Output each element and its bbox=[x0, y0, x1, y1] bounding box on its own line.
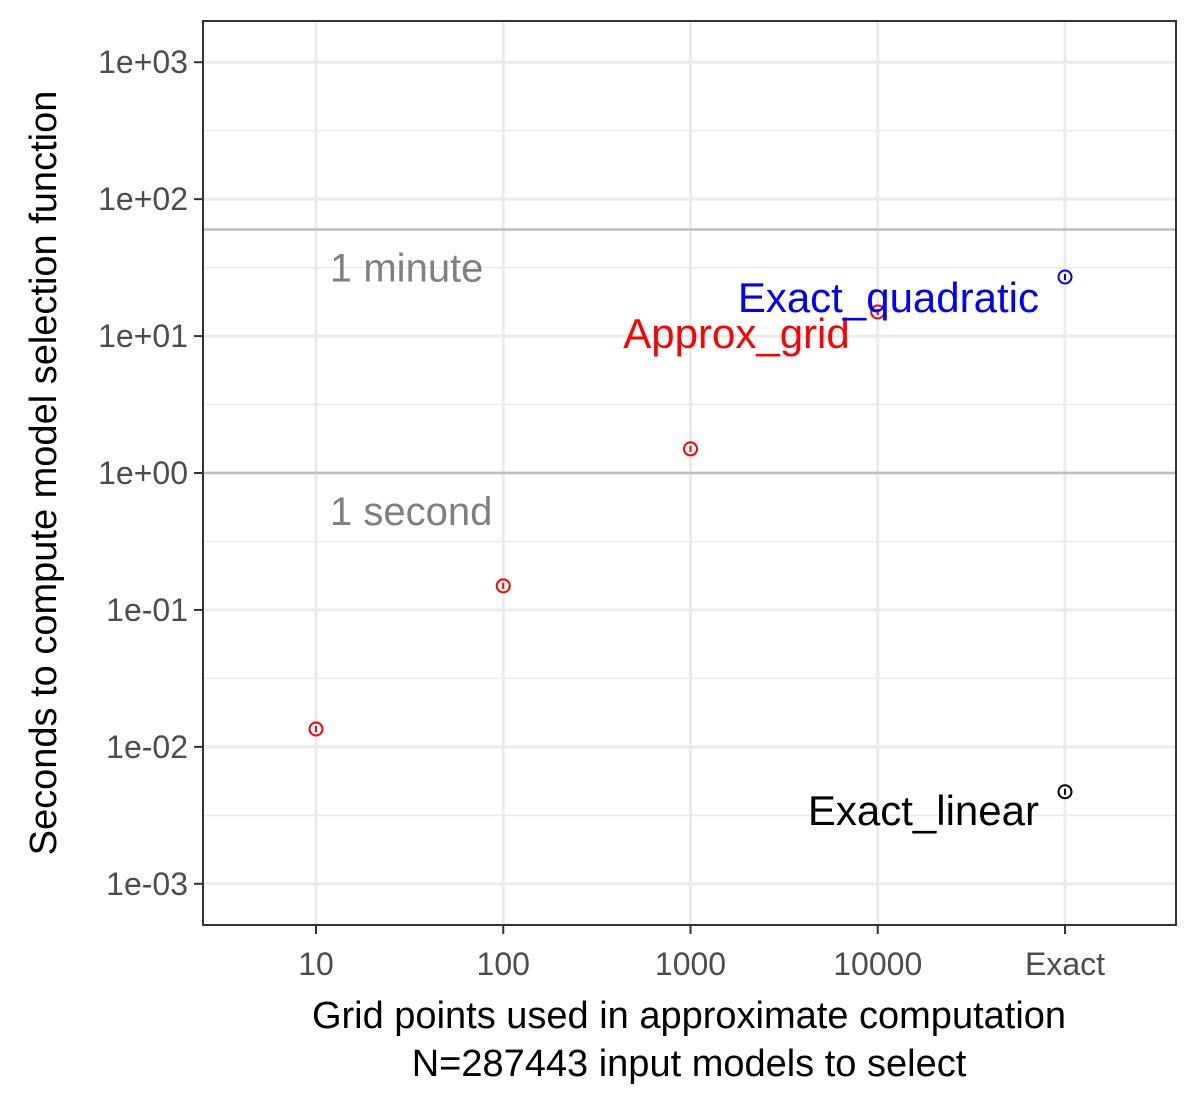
x-tick-label: 1000 bbox=[655, 946, 726, 982]
data-point bbox=[308, 721, 324, 737]
y-tick-label: 1e+00 bbox=[98, 455, 188, 491]
data-point bbox=[1057, 269, 1073, 285]
x-axis: 10 100 1000 10000 Exact bbox=[298, 925, 1105, 982]
point-marker bbox=[1057, 269, 1073, 285]
series-label: Approx_grid bbox=[623, 310, 849, 357]
y-tick-label: 1e+01 bbox=[98, 318, 188, 354]
reference-line-label: 1 minute bbox=[330, 247, 483, 291]
data-point bbox=[870, 304, 886, 320]
x-tick-label: 10 bbox=[298, 946, 334, 982]
series-label: Exact_linear bbox=[808, 787, 1039, 834]
x-axis-title-line1: Grid points used in approximate computat… bbox=[312, 995, 1066, 1037]
y-tick-label: 1e-03 bbox=[106, 866, 188, 902]
reference-line-label: 1 second bbox=[330, 490, 492, 534]
x-tick-label: Exact bbox=[1025, 946, 1105, 982]
y-axis-title: Seconds to compute model selection funct… bbox=[23, 91, 65, 856]
point-marker bbox=[495, 578, 511, 594]
y-tick-label: 1e-01 bbox=[106, 592, 188, 628]
data-points bbox=[308, 269, 1073, 800]
x-axis-title-line2: N=287443 input models to select bbox=[412, 1043, 967, 1085]
point-marker bbox=[870, 304, 886, 320]
data-point bbox=[495, 578, 511, 594]
series-label: Exact_quadratic bbox=[738, 274, 1039, 321]
y-tick-label: 1e-02 bbox=[106, 729, 188, 765]
reference-lines: 1 minute 1 second bbox=[203, 228, 1176, 534]
y-tick-label: 1e+02 bbox=[98, 181, 188, 217]
x-tick-label: 100 bbox=[477, 946, 530, 982]
point-marker bbox=[308, 721, 324, 737]
data-point bbox=[683, 441, 698, 457]
point-marker bbox=[683, 441, 698, 457]
y-tick-label: 1e+03 bbox=[98, 44, 188, 80]
point-marker bbox=[1057, 784, 1073, 800]
y-axis: 1e-03 1e-02 1e-01 1e+00 1e+01 1e+02 1e+03 bbox=[98, 44, 203, 902]
data-point bbox=[1057, 784, 1073, 800]
x-tick-label: 10000 bbox=[833, 946, 922, 982]
